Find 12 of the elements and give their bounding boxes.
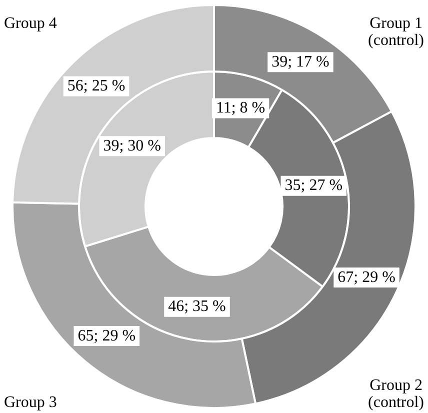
data-label: 35; 27 % bbox=[284, 177, 343, 194]
data-label: 39; 30 % bbox=[103, 137, 161, 154]
slice-label: Group 1 (control) bbox=[368, 15, 424, 50]
data-label: 56; 25 % bbox=[67, 78, 126, 94]
data-label: 65; 29 % bbox=[78, 327, 136, 344]
data-label: 39; 17 % bbox=[272, 53, 330, 70]
slice-label: Group 4 bbox=[4, 15, 57, 32]
slice-label: Group 3 bbox=[4, 394, 57, 412]
data-label: 67; 29 % bbox=[338, 268, 396, 286]
data-label: 46; 35 % bbox=[168, 298, 226, 316]
slice-label: Group 2 (control) bbox=[368, 377, 424, 412]
data-label: 11; 8 % bbox=[216, 99, 266, 116]
